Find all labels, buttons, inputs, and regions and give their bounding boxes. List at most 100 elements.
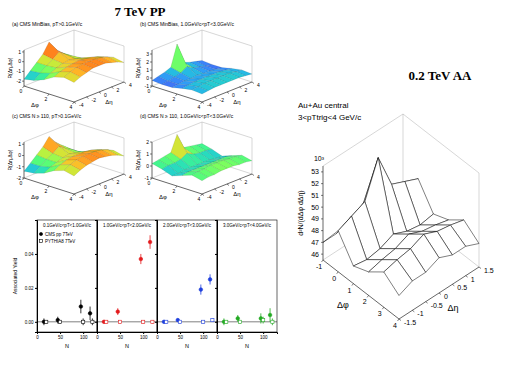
y-tick	[426, 302, 428, 304]
y-tick: 0.04	[25, 252, 37, 257]
y-tick-label: 2	[245, 179, 248, 185]
x-tick	[48, 186, 50, 188]
x-tick-label: 0	[148, 88, 151, 94]
legend-marker	[39, 232, 42, 235]
surface-cell	[192, 87, 208, 94]
x-tick-label: 0	[20, 180, 23, 186]
legend: CMS pp 7TeVPYTHIA8 7TeV	[39, 232, 75, 244]
z-tick	[22, 51, 24, 52]
y-axis-title: Δη	[447, 303, 458, 313]
y-tick	[479, 267, 481, 269]
y-tick-label: 0	[444, 293, 448, 300]
y-tick	[155, 254, 157, 255]
y-tick-label: 0	[232, 184, 235, 190]
plot-frame	[97, 220, 157, 332]
z-axis-line	[24, 142, 25, 178]
z-tick	[321, 207, 323, 208]
x-tick-label: 50	[178, 335, 184, 340]
x-axis-title: N	[125, 343, 129, 349]
y-tick	[252, 174, 254, 176]
y-tick-label: -1.5	[404, 319, 416, 326]
y-tick	[202, 102, 204, 104]
y-tick	[155, 288, 157, 289]
x-tick-label: 4	[198, 104, 201, 110]
data-point	[105, 320, 108, 323]
x-tick	[151, 178, 153, 180]
surface-panel: 024-4-2024-10123ΔφΔηR(Δη,Δφ)(b) CMS MinB…	[135, 21, 260, 110]
z-tick-label: 51	[311, 192, 319, 199]
data-point	[271, 320, 274, 323]
scatter-panel: 0501000.000.020.040.1GeV/c<pT<1.0GeV/cNA…	[12, 220, 98, 349]
x-tick-label: 2	[45, 188, 48, 194]
data-point	[139, 257, 143, 261]
data-point	[79, 305, 83, 309]
y-tick-mark	[215, 254, 217, 255]
z-tick	[321, 230, 323, 231]
x-tick-label: 100	[140, 335, 148, 340]
y-tick-label: 0.04	[25, 252, 34, 257]
axes: -101234-1.5-1-0.500.511.5464748495051525…	[311, 166, 494, 329]
y-axis: 0.00 0.02 0.04	[25, 221, 38, 333]
z-tick-label: 1	[146, 151, 149, 157]
surface-cell	[64, 165, 80, 176]
y-axis	[155, 221, 158, 333]
y-axis-line	[74, 82, 124, 102]
x-tick-mark	[83, 332, 84, 334]
title: (a) CMS MinBias, pT>0.1GeV/c	[12, 21, 83, 27]
data-point	[118, 320, 121, 323]
y-tick-label: 1.5	[484, 267, 494, 274]
data-point	[165, 320, 168, 323]
x-tick	[151, 86, 153, 88]
data-point	[58, 320, 61, 323]
z-tick-label: 1	[18, 141, 21, 147]
y-axis-line	[74, 174, 124, 194]
y-tick	[439, 293, 441, 295]
y-tick-label: 0	[232, 92, 235, 98]
y-tick-mark	[215, 288, 217, 289]
y-tick-label: -4	[207, 194, 212, 200]
z-tick-label: 48	[311, 227, 319, 234]
z-tick	[150, 86, 152, 87]
data	[222, 308, 274, 325]
data-point	[262, 319, 265, 322]
z-tick-label: 1	[18, 49, 21, 55]
data-point	[142, 320, 145, 323]
box-edge	[124, 46, 125, 82]
z-axis-line	[323, 166, 324, 260]
title: 3.0GeV/c<pT<4.0GeV/c	[223, 223, 272, 228]
y-tick	[95, 288, 97, 289]
x-tick: 0	[216, 332, 219, 340]
title: (c) CMS N ≥ 110, pT>0.1GeV/c	[12, 113, 82, 119]
data	[162, 274, 214, 323]
x-tick	[73, 102, 75, 104]
x-tick-label: 50	[238, 335, 244, 340]
surface	[152, 134, 252, 180]
data-point	[199, 288, 203, 292]
y-tick	[87, 97, 89, 99]
x-tick: 50	[58, 332, 64, 340]
title: 1.0GeV/c<pT<2.0GeV/c	[103, 223, 152, 228]
heading: 0.2 TeV AA	[409, 68, 473, 83]
z-tick	[22, 61, 24, 62]
y-tick-mark	[155, 322, 157, 323]
y-tick-label: -2	[92, 189, 97, 195]
y-axis	[215, 221, 218, 333]
x-axis-line	[218, 333, 278, 335]
y-tick-mark	[155, 288, 157, 289]
z-tick	[321, 183, 323, 184]
z-tick-label: -1	[17, 68, 22, 74]
y-tick	[215, 97, 217, 99]
x-tick-label: 0	[20, 88, 23, 94]
surface-cell	[192, 172, 208, 181]
x-tick	[367, 295, 369, 297]
data-point	[208, 278, 212, 282]
x-axis-title: N	[185, 343, 189, 349]
z-axis-title: R(Δη,Δφ)	[7, 149, 13, 170]
z-tick-label: 46	[311, 251, 319, 258]
y-tick-mark	[95, 322, 97, 323]
x-tick	[352, 284, 354, 286]
data-point	[268, 313, 272, 317]
y-tick-label: 0.02	[25, 286, 34, 291]
z-tick	[22, 178, 24, 179]
y-tick-label: 0.00	[25, 320, 34, 325]
